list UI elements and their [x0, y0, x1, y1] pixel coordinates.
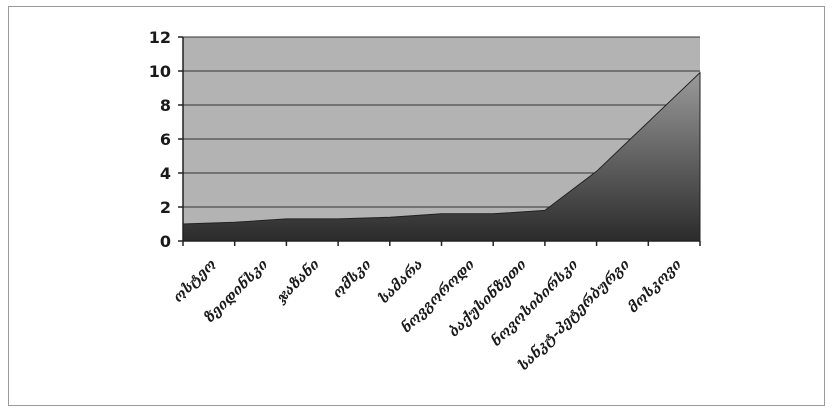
gridlines [183, 36, 700, 208]
y-axis-tick-labels: 0 2 4 6 8 10 12 [149, 28, 171, 251]
y-tick-label: 0 [160, 232, 171, 251]
x-tick-label: ნოვოსიბირსკი [488, 256, 582, 350]
y-tick-label: 8 [160, 96, 171, 115]
y-tick-label: 6 [160, 130, 171, 149]
y-tick-label: 12 [149, 28, 171, 47]
y-tick-label: 2 [160, 198, 171, 217]
axes [178, 36, 701, 246]
x-tick-label: ომსკი [330, 257, 375, 302]
x-tick-label: მოსკოვი [625, 257, 685, 317]
y-tick-label: 10 [149, 62, 171, 81]
y-tick-label: 4 [160, 164, 171, 183]
data-area [182, 71, 701, 242]
x-tick-label: ჯაზანი [272, 256, 323, 307]
x-tick-label: სამარა [376, 257, 427, 308]
x-tick-label: ოსტეო [170, 257, 219, 306]
